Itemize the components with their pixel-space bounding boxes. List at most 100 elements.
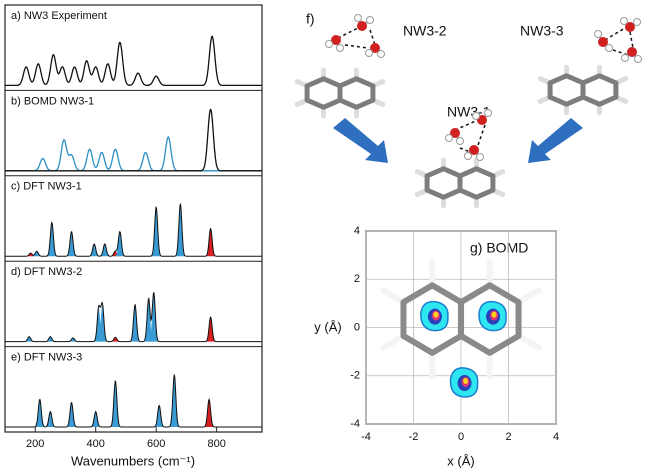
x-tick-label: 2 <box>505 431 511 443</box>
peak <box>30 251 43 257</box>
hydrogen <box>621 54 629 62</box>
hydrogen <box>633 18 641 26</box>
ring <box>457 282 522 356</box>
structure-name: NW3-3 <box>520 23 564 39</box>
hydrogen <box>366 16 374 24</box>
h-bond <box>477 124 486 146</box>
ring <box>580 73 619 107</box>
peak <box>24 253 37 257</box>
panel-label: a) NW3 Experiment <box>11 10 107 22</box>
peak <box>204 228 217 257</box>
x-tick-label: 600 <box>147 438 165 450</box>
panel-label: c) DFT NW3-1 <box>11 181 82 193</box>
h-bond <box>604 27 626 41</box>
y-tick-label: -4 <box>350 418 360 430</box>
h-bond-stick <box>515 332 542 351</box>
h-bond-stick <box>515 287 542 306</box>
hydrogen <box>445 134 453 142</box>
h-bond <box>369 29 376 46</box>
hydrogen <box>354 14 362 22</box>
y-axis-label: y (Å) <box>314 319 341 334</box>
ring <box>457 166 496 200</box>
peak <box>168 374 181 427</box>
peak <box>153 405 166 427</box>
x-tick-label: -2 <box>409 431 419 443</box>
peak <box>128 304 142 342</box>
x-tick-label: 200 <box>26 438 44 450</box>
arrow <box>333 118 388 163</box>
x-axis-label: x (Å) <box>447 453 474 468</box>
hydrogen <box>365 49 373 57</box>
contour-title: g) BOMD <box>470 240 528 256</box>
y-tick-label: 4 <box>354 225 360 237</box>
peak <box>44 411 57 427</box>
x-tick-label: -4 <box>361 431 371 443</box>
oxygen <box>625 22 635 32</box>
hydrogen <box>377 50 385 58</box>
oxygen <box>357 21 367 31</box>
h-bond <box>337 27 359 39</box>
peak <box>45 222 58 257</box>
peak <box>142 298 155 342</box>
ring <box>424 166 463 200</box>
spectra-frame <box>4 4 263 433</box>
peak <box>65 402 78 427</box>
peak <box>33 399 46 427</box>
oxygen <box>331 35 341 45</box>
envelope <box>5 202 262 257</box>
hydrogen <box>336 44 344 52</box>
spectrum-line <box>5 136 262 172</box>
peak <box>92 307 105 342</box>
density-core <box>463 377 469 384</box>
peak <box>96 304 109 342</box>
h-bond <box>459 147 471 153</box>
peak <box>66 337 80 342</box>
hydrogen <box>594 30 602 38</box>
hydrogen <box>456 137 464 145</box>
hydrogen <box>325 40 333 48</box>
y-tick-label: 2 <box>354 273 360 285</box>
peak <box>88 243 101 257</box>
x-tick-label: 400 <box>87 438 105 450</box>
x-tick-label: 4 <box>553 431 559 443</box>
spectrum-line <box>5 35 262 87</box>
hydrogen <box>472 112 480 120</box>
x-tick-label: 800 <box>207 438 225 450</box>
hydrogen <box>464 152 472 160</box>
peak <box>174 204 187 257</box>
h-bond-stick <box>380 287 407 306</box>
panel-label: f) <box>306 11 315 27</box>
structure-name: NW3-2 <box>403 23 447 39</box>
peak <box>150 207 163 257</box>
density-core <box>491 311 497 318</box>
hydrogen <box>476 153 484 161</box>
panel-label: d) DFT NW3-2 <box>11 266 82 278</box>
arrow <box>528 118 583 163</box>
peak <box>23 336 36 342</box>
hydrogen <box>634 55 642 63</box>
peak <box>65 231 78 257</box>
ring <box>337 76 376 110</box>
panel-label: b) BOMD NW3-1 <box>11 95 94 107</box>
panel-label: e) DFT NW3-3 <box>11 352 82 364</box>
oxygen <box>370 43 380 53</box>
peak <box>147 292 160 342</box>
peak <box>98 243 111 257</box>
hydrogen <box>620 17 628 25</box>
h-bond <box>629 31 634 49</box>
spectrum-line <box>5 108 262 172</box>
peak <box>89 411 102 427</box>
ring <box>547 73 586 107</box>
peak <box>109 380 122 427</box>
peak <box>109 337 122 342</box>
envelope <box>5 292 262 343</box>
h-bond <box>344 44 369 49</box>
y-tick-label: -2 <box>350 370 360 382</box>
oxygen <box>450 128 460 138</box>
h-bond-stick <box>380 332 407 351</box>
peak <box>204 317 217 342</box>
h-bond <box>454 119 479 131</box>
peak <box>203 399 216 427</box>
x-tick-label: 0 <box>458 431 464 443</box>
